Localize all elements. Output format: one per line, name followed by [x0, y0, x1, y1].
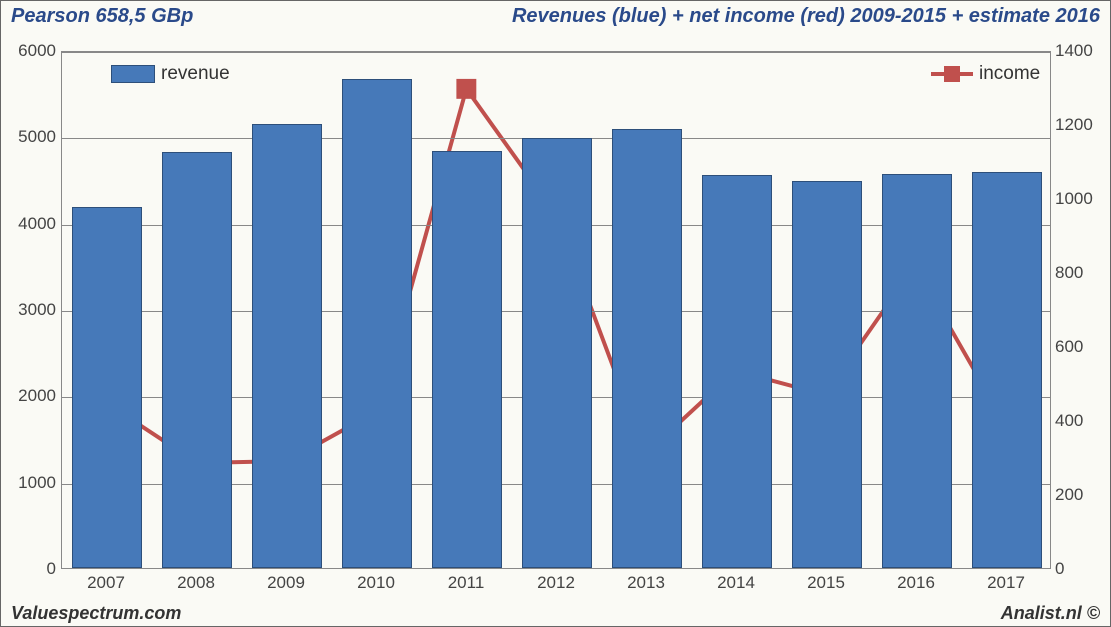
legend-swatch-bar [111, 65, 155, 83]
grid-line [62, 52, 1050, 53]
title-left: Pearson 658,5 GBp [11, 5, 193, 28]
bar-2012 [522, 138, 592, 568]
xtick: 2016 [886, 573, 946, 593]
bar-2017 [972, 172, 1042, 568]
ytick-right: 0 [1055, 559, 1100, 579]
ytick-left: 6000 [11, 41, 56, 61]
xtick: 2014 [706, 573, 766, 593]
chart-header: Pearson 658,5 GBp Revenues (blue) + net … [1, 1, 1110, 31]
xtick: 2009 [256, 573, 316, 593]
footer-left: Valuespectrum.com [11, 603, 181, 624]
bar-2014 [702, 175, 772, 568]
ytick-right: 400 [1055, 411, 1100, 431]
bar-2010 [342, 79, 412, 568]
xtick: 2007 [76, 573, 136, 593]
legend-label: income [979, 63, 1040, 85]
xtick: 2017 [976, 573, 1036, 593]
ytick-right: 200 [1055, 485, 1100, 505]
ytick-right: 1200 [1055, 115, 1100, 135]
income-marker-2011 [456, 79, 476, 99]
xtick: 2012 [526, 573, 586, 593]
bar-2007 [72, 207, 142, 568]
ytick-right: 1000 [1055, 189, 1100, 209]
title-right: Revenues (blue) + net income (red) 2009-… [512, 5, 1100, 28]
ytick-right: 1400 [1055, 41, 1100, 61]
legend-marker-icon [944, 66, 960, 82]
bar-2011 [432, 151, 502, 568]
footer-right: Analist.nl © [1001, 603, 1100, 624]
bar-2013 [612, 129, 682, 568]
bar-2009 [252, 124, 322, 568]
xtick: 2015 [796, 573, 856, 593]
chart-container: Pearson 658,5 GBp Revenues (blue) + net … [0, 0, 1111, 627]
ytick-left: 3000 [11, 300, 56, 320]
ytick-left: 5000 [11, 127, 56, 147]
bar-2015 [792, 181, 862, 568]
ytick-left: 1000 [11, 473, 56, 493]
legend-revenue: revenue [111, 63, 230, 85]
ytick-left: 0 [11, 559, 56, 579]
xtick: 2011 [436, 573, 496, 593]
bar-2008 [162, 152, 232, 568]
ytick-right: 600 [1055, 337, 1100, 357]
legend-swatch-line [931, 66, 973, 82]
legend-label: revenue [161, 63, 230, 85]
xtick: 2013 [616, 573, 676, 593]
plot-area [61, 51, 1051, 569]
xtick: 2008 [166, 573, 226, 593]
ytick-right: 800 [1055, 263, 1100, 283]
chart-footer: Valuespectrum.com Analist.nl © [1, 600, 1110, 626]
bar-2016 [882, 174, 952, 568]
xtick: 2010 [346, 573, 406, 593]
ytick-left: 4000 [11, 214, 56, 234]
legend-income: income [931, 63, 1040, 85]
ytick-left: 2000 [11, 386, 56, 406]
